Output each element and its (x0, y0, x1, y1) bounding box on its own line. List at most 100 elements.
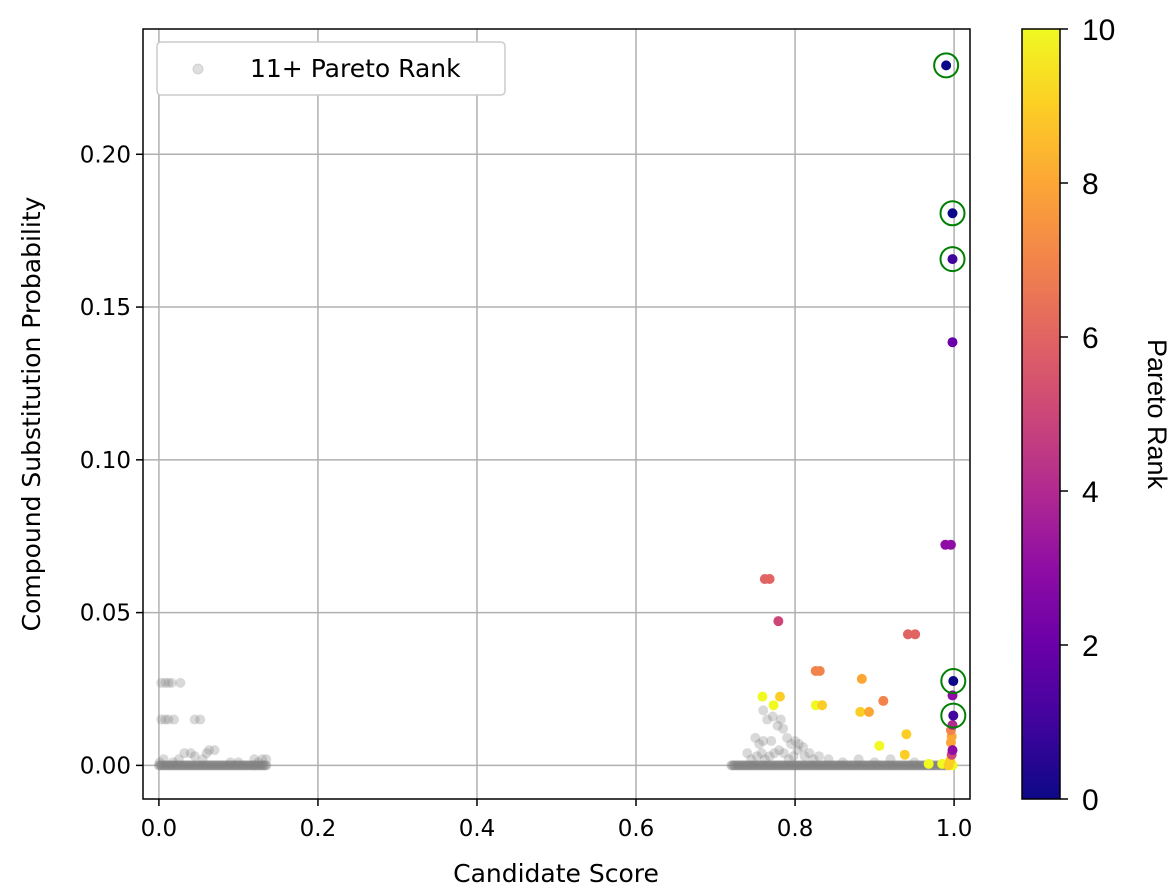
grey-point (211, 760, 222, 771)
grey-point (809, 760, 820, 771)
grey-point (189, 760, 200, 771)
grid (143, 29, 970, 799)
grey-point (231, 760, 242, 771)
grey-point (837, 760, 848, 771)
grey-point (769, 748, 780, 759)
grey-point (819, 760, 830, 771)
grey-point (913, 760, 924, 771)
grey-point (882, 760, 893, 771)
grey-point (202, 760, 213, 771)
grey-point (744, 760, 755, 771)
grey-point (846, 760, 857, 771)
pareto-point (757, 691, 768, 702)
highlight-ring (940, 668, 967, 695)
grey-point (185, 760, 196, 771)
grey-point (885, 760, 896, 771)
grey-point (758, 735, 769, 746)
pareto-point (945, 737, 956, 748)
grey-point (891, 760, 902, 771)
grey-point (223, 760, 234, 771)
grey-point (874, 760, 885, 771)
grey-point (234, 760, 245, 771)
grey-point (765, 760, 776, 771)
grey-point (782, 760, 793, 771)
grey-point (871, 760, 882, 771)
grey-point (230, 760, 241, 771)
grey-point (865, 760, 876, 771)
y-tick-label: 0.10 (80, 448, 131, 474)
grey-point (817, 760, 828, 771)
grey-point (189, 714, 200, 725)
grey-point (778, 748, 789, 759)
grey-point (185, 748, 196, 759)
pareto-point (941, 60, 952, 71)
grey-point (192, 760, 203, 771)
grey-point (839, 760, 850, 771)
x-tick-label: 0.8 (777, 816, 814, 842)
grey-point (732, 760, 743, 771)
x-tick-label: 0.4 (459, 816, 496, 842)
grey-point (256, 760, 267, 771)
grey-point (845, 760, 856, 771)
grey-point (767, 711, 778, 722)
legend-box (156, 41, 506, 96)
grey-point (178, 760, 189, 771)
grey-point (180, 760, 191, 771)
grey-point (848, 760, 859, 771)
grey-point (241, 760, 252, 771)
grey-point (828, 760, 839, 771)
grey-point (727, 760, 738, 771)
grey-point (258, 760, 269, 771)
grey-point (217, 760, 228, 771)
grey-point (777, 760, 788, 771)
grey-point (220, 760, 231, 771)
grey-point (751, 751, 762, 762)
grey-point (856, 760, 867, 771)
y-tick-label: 0.00 (80, 753, 131, 779)
grey-point (780, 760, 791, 771)
pareto-point (947, 254, 958, 265)
pareto-point (874, 740, 885, 751)
pareto-point (943, 760, 954, 771)
grey-point (225, 760, 236, 771)
grey-point (820, 760, 831, 771)
grey-point (775, 714, 786, 725)
grey-point (746, 760, 757, 771)
grey-point (774, 760, 785, 771)
grey-point (758, 705, 769, 716)
grey-point (160, 677, 171, 688)
pareto-point (899, 749, 910, 760)
grey-point (741, 760, 752, 771)
pareto-point (948, 710, 959, 721)
grey-point (158, 760, 169, 771)
legend-marker (192, 63, 204, 75)
legend: 11+ Pareto Rank (156, 41, 506, 96)
grey-point (905, 760, 916, 771)
grey-point (156, 677, 167, 688)
grey-point (798, 742, 809, 753)
grey-point (831, 760, 842, 771)
grey-point (778, 760, 789, 771)
grey-point (244, 760, 255, 771)
grey-point (742, 748, 753, 759)
grey-point (854, 760, 865, 771)
grey-point (795, 760, 806, 771)
grey-point (161, 760, 172, 771)
grey-point (734, 760, 745, 771)
colorbar-tick-label: 6 (1082, 322, 1099, 355)
grey-point (197, 760, 208, 771)
grey-point (206, 760, 217, 771)
grey-point (249, 754, 260, 765)
grey-point (216, 760, 227, 771)
grey-point (172, 760, 183, 771)
grey-point (738, 760, 749, 771)
grey-point (750, 732, 761, 743)
grey-point (257, 754, 268, 765)
grey-point (205, 760, 216, 771)
grey-point (811, 760, 822, 771)
grey-point (754, 739, 765, 749)
grey-point (789, 760, 800, 771)
grey-point (251, 760, 262, 771)
legend-entry: 11+ Pareto Rank (250, 54, 461, 83)
grey-point (859, 760, 870, 771)
